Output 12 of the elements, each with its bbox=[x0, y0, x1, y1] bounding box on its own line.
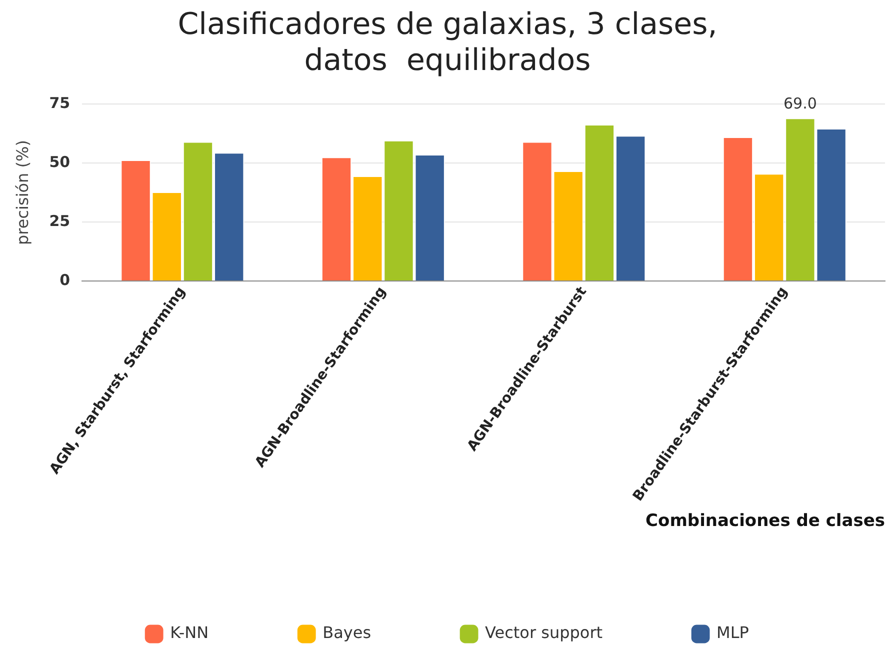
y-tick-label: 50 bbox=[49, 152, 70, 171]
legend-label: K-NN bbox=[170, 623, 209, 642]
y-tick-label: 25 bbox=[49, 212, 70, 230]
y-tick-label: 75 bbox=[49, 94, 70, 112]
y-tick-label: 0 bbox=[60, 270, 70, 289]
legend-label: Bayes bbox=[322, 623, 372, 642]
data-label: 69.0 bbox=[783, 94, 817, 113]
x-axis-title: Combinaciones de clases bbox=[646, 511, 885, 532]
y-axis-title: precisión (%) bbox=[12, 140, 32, 245]
legend-label: Vector support bbox=[485, 623, 603, 642]
chart-title: Clasificadores de galaxias, 3 clases, datos equilibrados bbox=[178, 6, 718, 78]
legend-label: MLP bbox=[716, 623, 750, 642]
